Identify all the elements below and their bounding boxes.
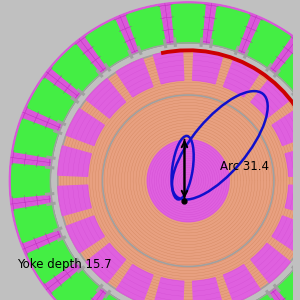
Wedge shape (285, 185, 300, 216)
Wedge shape (28, 238, 76, 283)
Wedge shape (126, 7, 165, 52)
Wedge shape (66, 216, 104, 253)
Text: Arc 31.4: Arc 31.4 (220, 160, 269, 172)
Wedge shape (272, 216, 300, 253)
Circle shape (58, 50, 300, 300)
Wedge shape (86, 243, 126, 283)
Wedge shape (276, 268, 300, 300)
Wedge shape (12, 164, 51, 198)
Wedge shape (251, 79, 290, 118)
Wedge shape (224, 58, 260, 97)
Wedge shape (116, 58, 153, 97)
Wedge shape (211, 7, 250, 52)
Wedge shape (153, 278, 184, 300)
Wedge shape (86, 79, 126, 118)
Wedge shape (85, 20, 131, 68)
Wedge shape (28, 78, 76, 124)
Wedge shape (171, 4, 205, 43)
Wedge shape (58, 146, 91, 176)
Circle shape (147, 140, 229, 222)
Wedge shape (153, 50, 184, 84)
Text: Yoke depth 15.7: Yoke depth 15.7 (17, 258, 111, 271)
Wedge shape (66, 109, 104, 146)
Wedge shape (251, 243, 290, 283)
Wedge shape (285, 146, 300, 176)
Wedge shape (193, 278, 223, 300)
Wedge shape (58, 185, 91, 216)
Wedge shape (52, 268, 100, 300)
Wedge shape (245, 293, 291, 300)
Wedge shape (224, 265, 260, 300)
Wedge shape (245, 20, 291, 68)
Wedge shape (14, 203, 59, 243)
Wedge shape (272, 109, 300, 146)
Wedge shape (14, 119, 59, 158)
Wedge shape (116, 265, 153, 300)
Wedge shape (85, 293, 131, 300)
Wedge shape (52, 44, 100, 93)
Wedge shape (193, 50, 223, 84)
Wedge shape (276, 44, 300, 93)
